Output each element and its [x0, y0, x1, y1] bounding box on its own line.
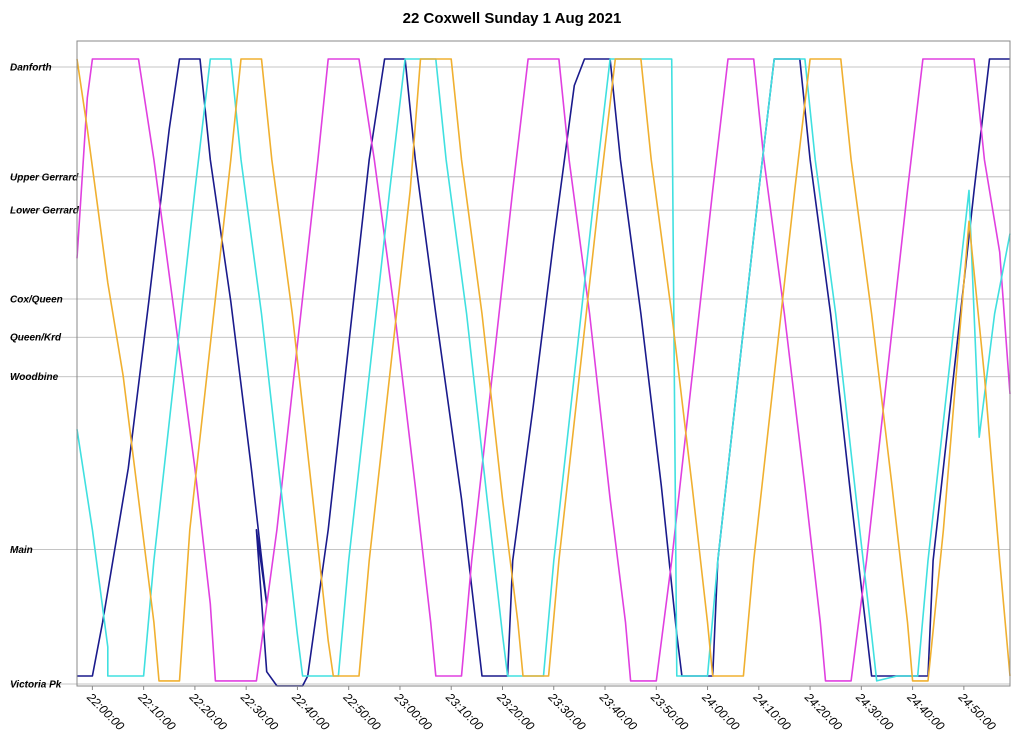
- bus-trace-line: [76, 58, 1011, 682]
- x-tick-label: 23:30:00: [545, 690, 589, 734]
- x-tick-label: 22:00:00: [84, 690, 128, 734]
- plot-frame: [76, 40, 1011, 687]
- x-tick-label: 24:40:00: [904, 690, 948, 734]
- bus-trace-line: [76, 58, 1011, 682]
- stop-labels: Danforth Upper Gerrard Lower Gerrard Cox/Qu…: [10, 63, 80, 691]
- x-tick-label: 23:00:00: [391, 690, 435, 734]
- bus-trace-line: [77, 58, 1010, 687]
- x-tick-label: 24:50:00: [955, 690, 999, 734]
- x-tick-label: 22:10:00: [135, 690, 179, 734]
- x-tick-label: 24:20:00: [801, 690, 845, 734]
- x-tick-label: 23:20:00: [494, 690, 538, 734]
- x-tick-label: 24:10:00: [750, 690, 794, 734]
- bus-traces: [76, 58, 1011, 687]
- stop-gridlines: [10, 66, 1010, 685]
- x-tick-label: 23:10:00: [442, 690, 486, 734]
- x-tick-label: 22:50:00: [340, 690, 384, 734]
- bus-trace-line: [76, 58, 1011, 682]
- x-tick-label: 23:40:00: [596, 690, 640, 734]
- x-tick-label: 22:30:00: [237, 690, 281, 734]
- chart-title: 22 Coxwell Sunday 1 Aug 2021: [402, 10, 622, 27]
- stop-label: Queen/Krd: [10, 333, 62, 344]
- stop-label: Cox/Queen: [10, 294, 63, 305]
- stop-label: Woodbine: [10, 372, 59, 383]
- stop-label: Danforth: [10, 63, 52, 74]
- x-tick-label: 22:20:00: [186, 690, 230, 734]
- stop-label: Upper Gerrard: [10, 172, 79, 183]
- stop-label: Lower Gerrard: [10, 206, 80, 217]
- x-tick-label: 24:00:00: [699, 690, 743, 734]
- x-tick-label: 22:40:00: [289, 690, 333, 734]
- stop-label: Victoria Pk: [10, 680, 62, 691]
- stop-label: Main: [10, 545, 33, 556]
- x-tick-label: 24:30:00: [853, 690, 897, 734]
- time-axis: 22:00:00 22:10:00 22:20:00 22:30:00 22:40:00…: [84, 686, 999, 733]
- x-tick-label: 23:50:00: [647, 690, 691, 734]
